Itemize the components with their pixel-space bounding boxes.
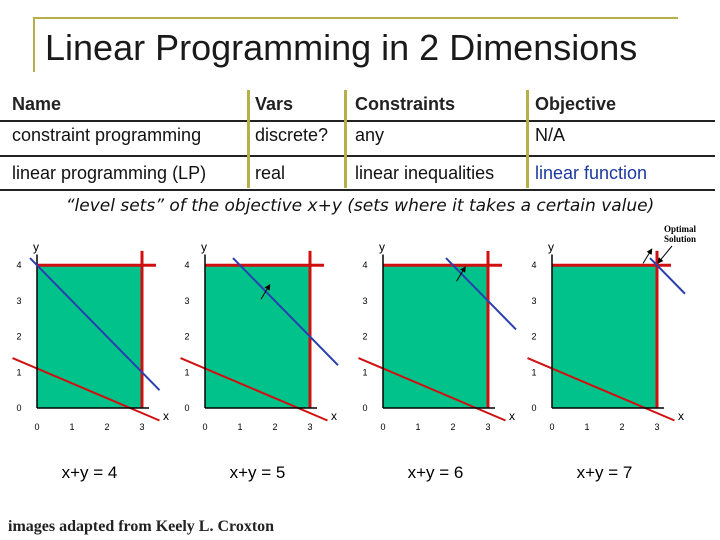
y-tick-label: 2: [531, 332, 536, 342]
direction-arrow: [642, 248, 653, 264]
feasible-region: [552, 265, 657, 408]
x-tick-label: 1: [415, 422, 420, 432]
level-line: [649, 257, 686, 295]
feasible-region: [205, 265, 310, 408]
annotation-arrow: [657, 245, 673, 264]
table-header-bg: [0, 88, 715, 120]
left-rule: [33, 17, 35, 72]
table-rule: [0, 120, 715, 122]
y-tick-label: 1: [531, 367, 536, 377]
column-header: Name: [12, 94, 62, 114]
level-line: [445, 257, 517, 331]
table-cell: constraint programming: [12, 125, 202, 145]
y-tick-label: 3: [16, 296, 21, 306]
x-tick-label: 2: [619, 422, 624, 432]
y-tick-label: 4: [16, 260, 21, 270]
x-axis-label: x: [331, 409, 337, 423]
caption: “level sets” of the objective x+y (sets …: [65, 196, 655, 216]
y-tick-label: 3: [362, 296, 367, 306]
level-label: x+y = 5: [230, 463, 286, 482]
top-rule: [33, 17, 678, 19]
x-tick-label: 3: [485, 422, 490, 432]
table-cell: discrete?: [255, 125, 329, 145]
table-rule: [0, 189, 715, 191]
x-tick-label: 0: [549, 422, 554, 432]
x-tick-label: 0: [380, 422, 385, 432]
level-label: x+y = 7: [577, 463, 633, 482]
y-tick-label: 0: [362, 403, 367, 413]
title: Linear Programming in 2 Dimensions: [45, 28, 638, 68]
y-axis-label: y: [201, 240, 207, 254]
x-tick-label: 3: [139, 422, 144, 432]
table-rule: [0, 155, 715, 157]
credit: images adapted from Keely L. Croxton: [8, 518, 275, 535]
table-cell: N/A: [535, 125, 566, 145]
table-cell: real: [255, 163, 286, 183]
column-divider: [526, 90, 529, 188]
feasible-region: [383, 265, 488, 408]
x-tick-label: 0: [202, 422, 207, 432]
x-tick-label: 2: [272, 422, 277, 432]
x-axis-label: x: [509, 409, 515, 423]
y-axis-label: y: [379, 240, 385, 254]
x-tick-label: 1: [237, 422, 242, 432]
column-divider: [247, 90, 250, 188]
y-tick-label: 2: [362, 332, 367, 342]
y-axis-label: y: [548, 240, 554, 254]
table-cell: any: [355, 125, 385, 145]
y-tick-label: 1: [184, 367, 189, 377]
column-divider: [344, 90, 347, 188]
x-tick-label: 2: [450, 422, 455, 432]
level-label: x+y = 6: [408, 463, 464, 482]
x-tick-label: 1: [69, 422, 74, 432]
y-tick-label: 4: [362, 260, 367, 270]
column-header: Vars: [255, 94, 294, 114]
direction-arrow: [260, 283, 271, 300]
y-tick-label: 2: [184, 332, 189, 342]
x-tick-label: 3: [654, 422, 659, 432]
y-tick-label: 1: [16, 367, 21, 377]
x-tick-label: 2: [104, 422, 109, 432]
direction-arrow: [456, 266, 466, 282]
x-tick-label: 0: [34, 422, 39, 432]
column-header: Objective: [535, 94, 617, 114]
annotation: Optimal Solution: [663, 224, 696, 244]
level-line: [232, 257, 339, 366]
table-cell: linear inequalities: [355, 163, 495, 183]
table-cell: linear function: [535, 163, 648, 183]
y-tick-label: 3: [184, 296, 189, 306]
y-tick-label: 4: [184, 260, 189, 270]
column-header: Constraints: [355, 94, 456, 114]
x-axis-label: x: [678, 409, 684, 423]
y-tick-label: 0: [184, 403, 189, 413]
x-tick-label: 1: [584, 422, 589, 432]
y-tick-label: 0: [531, 403, 536, 413]
level-line: [29, 257, 161, 391]
y-tick-label: 3: [531, 296, 536, 306]
y-tick-label: 0: [16, 403, 21, 413]
x-tick-label: 3: [307, 422, 312, 432]
y-tick-label: 4: [531, 260, 536, 270]
feasible-region: [37, 265, 142, 408]
y-tick-label: 1: [362, 367, 367, 377]
level-label: x+y = 4: [62, 463, 118, 482]
y-axis-label: y: [33, 240, 39, 254]
table-cell: linear programming (LP): [12, 163, 207, 183]
y-tick-label: 2: [16, 332, 21, 342]
x-axis-label: x: [163, 409, 169, 423]
